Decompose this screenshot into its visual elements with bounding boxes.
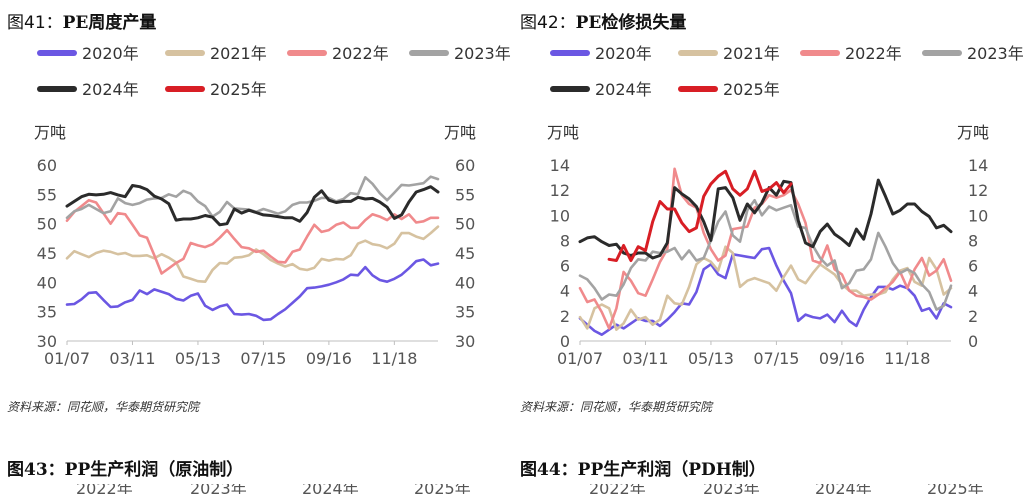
fig43-legend-2023: 2023年 [190,484,247,494]
fig42-y-tick-right-7: 14 [968,156,988,175]
fig44-title: 图44：PP生产利润（PDH制） [520,460,766,480]
fig42-y-tick-left-2: 4 [560,282,570,301]
fig41-source: 资料来源：同花顺，华泰期货研究院 [7,400,200,414]
fig41-x-tick-1: 03/11 [109,349,155,368]
fig42-y-tick-right-6: 12 [968,181,988,200]
fig41-series-2020 [65,258,440,322]
fig43-title: 图43：PP生产利润（原油制） [7,460,244,480]
fig41-unit-left: 万吨 [34,123,66,142]
fig41-y-tick-right-5: 55 [455,185,475,204]
fig41-unit-right: 万吨 [444,123,476,142]
fig42-y-tick-left-3: 6 [560,257,570,276]
fig41-series-2021 [65,225,440,283]
fig44-legend-2022: 2022年 [589,484,646,494]
fig44-legend-2025: 2025年 [927,484,984,494]
fig41-y-tick-right-6: 60 [455,156,475,175]
fig42-legend-label-2021: 2021年 [723,44,780,63]
fig41-y-tick-left-2: 40 [37,273,57,292]
fig41-legend-label-2024: 2024年 [82,80,139,99]
fig41-legend-label-2025: 2025年 [210,80,267,99]
fig41-title-text: PE周度产量 [62,13,157,33]
fig42-y-tick-right-1: 2 [968,307,978,326]
fig42-y-tick-right-0: 0 [968,332,978,351]
fig42-unit-left: 万吨 [547,123,579,142]
fig41-legend-label-2022: 2022年 [332,44,389,63]
fig41-series-2022 [65,198,440,275]
fig42-source: 资料来源：同花顺，华泰期货研究院 [520,400,713,414]
fig44-legend-2023: 2023年 [703,484,760,494]
fig41-x-tick-3: 07/15 [240,349,286,368]
fig42-y-tick-right-3: 6 [968,257,978,276]
fig41-legend-label-2021: 2021年 [210,44,267,63]
fig42-legend-label-2020: 2020年 [595,44,652,63]
fig41-y-tick-left-5: 55 [37,185,57,204]
fig42-x-tick-0: 01/07 [557,349,603,368]
fig42-x-tick-2: 05/13 [688,349,734,368]
fig44-legend-fragment: 2022年 2023年 2024年 2025年 [513,484,1026,494]
fig41-y-tick-right-4: 50 [455,215,475,234]
fig41-y-tick-left-0: 30 [37,332,57,351]
fig42-unit-right: 万吨 [957,123,989,142]
fig42-y-tick-left-7: 14 [550,156,570,175]
fig42-y-tick-left-6: 12 [550,181,570,200]
fig42-y-tick-left-5: 10 [550,206,570,225]
fig41-x-tick-5: 11/18 [371,349,417,368]
fig42-y-tick-left-1: 2 [560,307,570,326]
fig42-figure-label: 图42： [520,13,576,33]
fig42-series-2022 [578,167,953,330]
fig43-legend-2025: 2025年 [414,484,471,494]
fig41-panel: 图41：PE周度产量 2020年 2021年 2022年 2023年 2024年 2025… [0,8,513,494]
fig42-y-tick-right-2: 4 [968,282,978,301]
fig43-legend-2022: 2022年 [76,484,133,494]
fig41-legend-label-2020: 2020年 [82,44,139,63]
fig42-y-tick-right-4: 8 [968,231,978,250]
fig42-legend-label-2025: 2025年 [723,80,780,99]
fig42-series-2023 [578,198,953,311]
fig42-legend-label-2024: 2024年 [595,80,652,99]
fig41-y-tick-right-0: 30 [455,332,475,351]
fig43-legend-fragment: 2022年 2023年 2024年 2025年 [0,484,513,494]
fig42-x-tick-3: 07/15 [753,349,799,368]
fig41-y-tick-left-1: 35 [37,303,57,322]
fig42-title: 图42：PE检修损失量 [520,8,686,33]
fig41-y-tick-right-1: 35 [455,303,475,322]
fig41-y-tick-left-6: 60 [37,156,57,175]
fig43-legend-2024: 2024年 [302,484,359,494]
fig41-y-tick-right-3: 45 [455,244,475,263]
fig42-legend-label-2022: 2022年 [845,44,902,63]
fig42-series-2025 [607,169,793,262]
fig42-series-2024 [578,178,953,260]
fig41-legend-label-2023: 2023年 [454,44,511,63]
fig41-x-tick-0: 01/07 [44,349,90,368]
fig42-x-tick-5: 11/18 [884,349,930,368]
fig42-panel: 图42：PE检修损失量 2020年 2021年 2022年 2023年 2024年 202… [513,0,1026,494]
fig42-y-tick-left-0: 0 [560,332,570,351]
fig41-figure-label: 图41： [7,13,63,33]
fig41-series-2024 [65,184,440,227]
fig44-legend-2024: 2024年 [815,484,872,494]
fig41-y-tick-left-3: 45 [37,244,57,263]
fig41-y-tick-right-2: 40 [455,273,475,292]
fig41-y-tick-left-4: 50 [37,215,57,234]
fig42-x-tick-4: 09/16 [819,349,865,368]
fig41-title: 图41：PE周度产量 [7,8,156,33]
fig41-x-tick-4: 09/16 [306,349,352,368]
fig42-y-tick-left-4: 8 [560,231,570,250]
fig42-x-tick-1: 03/11 [622,349,668,368]
fig42-y-tick-right-5: 10 [968,206,988,225]
fig41-x-tick-2: 05/13 [175,349,221,368]
fig42-title-text: PE检修损失量 [575,13,687,33]
fig42-legend-label-2023: 2023年 [967,44,1024,63]
